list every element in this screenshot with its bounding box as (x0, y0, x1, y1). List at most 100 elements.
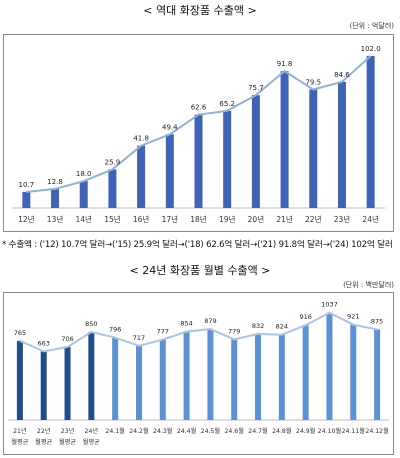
chart1-value-label: 62.6 (191, 104, 207, 112)
chart1-value-label: 65.2 (219, 100, 235, 108)
chart2-value-label: 777 (157, 328, 169, 336)
chart1-bar (337, 81, 346, 208)
chart1-bar (22, 192, 31, 208)
chart2-bar (64, 346, 71, 420)
chart2-value-label: 824 (276, 323, 288, 331)
chart1-category-label: 22년 (305, 214, 322, 224)
chart2-category-label: 21년 (13, 427, 27, 435)
chart2-category-label: 22년 (37, 427, 51, 435)
chart2-category-label: 24.7월 (248, 427, 268, 435)
chart2-category-sublabel: 월평균 (35, 438, 52, 446)
chart1-category-label: 21년 (276, 214, 293, 224)
chart2-category-label: 24.8월 (272, 427, 292, 435)
chart2-value-label: 706 (61, 335, 73, 343)
chart1-category-label: 12년 (18, 214, 35, 224)
chart2-category-label: 24.10월 (318, 427, 342, 435)
footnote: * 수출액 : ('12) 10.7억 달러→('15) 25.9억 달러→('… (2, 240, 393, 250)
chart2-bar (159, 339, 166, 420)
chart2-category-sublabel: 월평균 (11, 438, 28, 446)
chart1-unit: (단위 : 억달러) (349, 22, 394, 30)
chart2-bar (302, 325, 309, 420)
chart2-value-label: 765 (14, 329, 26, 337)
chart1-value-label: 75.7 (248, 84, 264, 92)
chart2-bar (231, 339, 238, 420)
chart1-plot: 12년 13년 14년 15년 16년 17년 18년 19년 20년 21년 22년 23년 24년 1… (12, 45, 385, 224)
chart2-value-label: 850 (85, 320, 97, 328)
chart2-value-label: 875 (371, 317, 383, 325)
chart2-unit: (단위 : 백만달러) (343, 281, 394, 289)
chart1-category-label: 14년 (76, 214, 93, 224)
chart1-bar (223, 110, 232, 208)
chart2-category-sublabel: 월평균 (83, 438, 100, 446)
chart1-category-label: 18년 (190, 214, 207, 224)
chart1-category-label: 23년 (334, 214, 351, 224)
chart2-value-label: 879 (204, 317, 216, 325)
chart1-bar (51, 188, 60, 208)
chart2-bar (278, 334, 285, 420)
chart2-category-label: 24.6월 (224, 427, 244, 435)
chart2-value-label: 854 (180, 320, 192, 328)
chart2-value-label: 796 (109, 326, 121, 334)
chart2-category-label: 24.3월 (153, 427, 173, 435)
chart2-category-label: 24.5월 (201, 427, 221, 435)
chart2-bar (207, 329, 214, 420)
chart1-title: < 역대 화장품 수출액 > (143, 4, 257, 17)
chart2-category-label: 24.2월 (129, 427, 149, 435)
chart2-bar (326, 312, 333, 420)
chart1-bar (79, 181, 88, 208)
chart1-value-label: 18.0 (76, 170, 92, 178)
chart2-bar (16, 340, 23, 420)
chart2-bar (112, 337, 119, 420)
chart1-value-label: 102.0 (361, 45, 381, 53)
chart1-bar (165, 134, 174, 208)
chart2-value-label: 1037 (321, 301, 338, 309)
chart2-bar (374, 329, 381, 420)
chart2-trend-line (19, 311, 378, 353)
chart2-category-label: 24년 (85, 427, 99, 435)
chart1-value-label: 49.4 (162, 123, 178, 131)
chart2-category-sublabel: 월평균 (59, 438, 76, 446)
chart2-value-label: 663 (38, 339, 50, 347)
chart2-category-label: 24.4월 (177, 427, 197, 435)
chart1-frame: 12년 13년 14년 15년 16년 17년 18년 19년 20년 21년 22년 23년 24년 1… (3, 34, 394, 232)
chart1-bar (366, 55, 375, 208)
chart2-value-label: 779 (228, 327, 240, 335)
chart2-bar (40, 351, 47, 420)
chart2-category-label: 24.1월 (105, 427, 125, 435)
chart2-bar (255, 333, 262, 420)
chart2-bar (88, 332, 95, 420)
chart2-value-label: 921 (347, 313, 359, 321)
chart2-bar (135, 345, 142, 420)
chart1-category-label: 17년 (162, 214, 179, 224)
chart2-value-label: 916 (299, 313, 311, 321)
chart1-category-label: 15년 (104, 214, 121, 224)
chart1-category-label: 13년 (47, 214, 64, 224)
chart1-value-label: 41.8 (133, 135, 149, 143)
chart1-value-label: 91.8 (277, 60, 293, 68)
chart1-bar (309, 89, 318, 208)
chart2-bar (183, 331, 190, 420)
chart2-title: < 24년 화장품 월별 수출액 > (129, 264, 271, 277)
chart1-bar (251, 95, 260, 208)
chart1-category-label: 20년 (248, 214, 265, 224)
chart1-value-label: 25.9 (105, 158, 121, 166)
chart1-category-label: 19년 (219, 214, 236, 224)
chart2-category-label: 23년 (61, 427, 75, 435)
chart2-value-label: 717 (133, 334, 145, 342)
chart1-value-label: 79.5 (305, 78, 321, 86)
chart1-category-label: 24년 (362, 214, 379, 224)
chart1-trend-line (26, 55, 372, 194)
chart1-category-label: 16년 (133, 214, 150, 224)
chart2-category-label: 24.11월 (342, 427, 366, 435)
chart2-bar (350, 324, 357, 420)
chart1-value-label: 84.6 (334, 71, 350, 79)
chart1-bar (194, 114, 203, 208)
chart1-bar (108, 169, 117, 208)
chart1-value-label: 12.8 (47, 178, 63, 186)
chart2-value-label: 832 (252, 322, 264, 330)
chart2-category-label: 24.12월 (365, 427, 389, 435)
chart2-category-label: 24.9월 (296, 427, 316, 435)
chart1-value-label: 10.7 (19, 181, 35, 189)
